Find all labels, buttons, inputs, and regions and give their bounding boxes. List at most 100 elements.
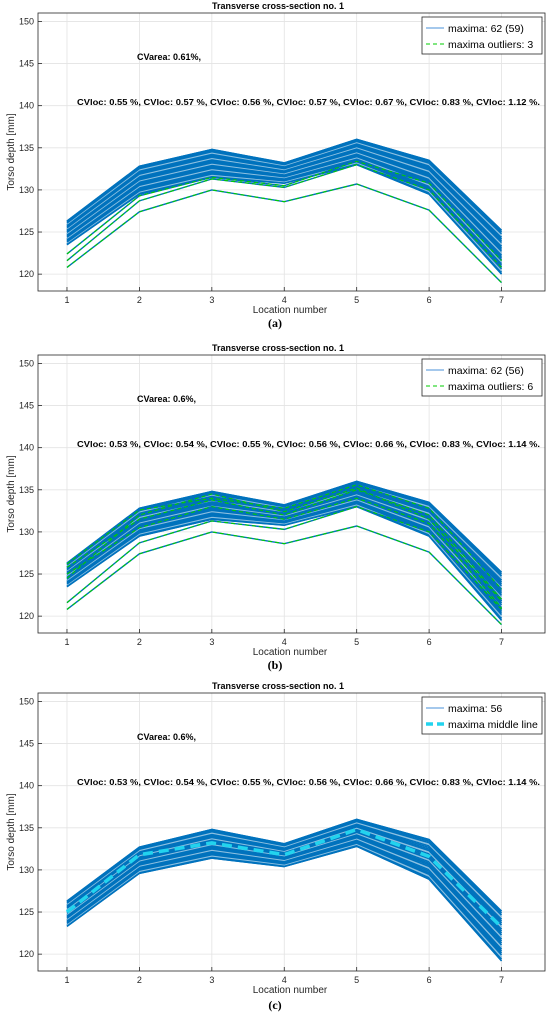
series-lines	[66, 138, 503, 284]
axes-box	[37, 12, 546, 292]
plot-area	[38, 693, 545, 971]
x-tick-label: 3	[209, 975, 214, 985]
axes-box	[37, 692, 546, 972]
maxima-line	[66, 833, 503, 940]
y-tick-label: 135	[19, 485, 34, 495]
maxima-line	[66, 139, 503, 233]
y-tick-label: 150	[19, 16, 34, 26]
maxima-line-lower	[66, 505, 503, 621]
x-tick-label: 6	[427, 637, 432, 647]
maxima-line	[66, 822, 503, 920]
maxima-line	[66, 504, 503, 619]
legend-box	[421, 16, 543, 55]
chart-title: Transverse cross-section no. 1	[212, 1, 344, 11]
maxima-line	[66, 503, 503, 618]
maxima-line	[66, 161, 503, 272]
maxima-line	[66, 140, 503, 235]
maxima-line	[66, 152, 503, 256]
legend: maxima: 62 (56) maxima outliers: 6	[421, 358, 543, 397]
maxima-line	[66, 835, 503, 944]
legend-entry-2: maxima outliers: 3	[448, 39, 533, 51]
legend-entry-2: maxima outliers: 6	[448, 381, 533, 393]
y-tick-label: 125	[19, 569, 34, 579]
x-tick-label: 7	[499, 975, 504, 985]
x-tick-label: 6	[427, 295, 432, 305]
maxima-line	[66, 143, 503, 240]
maxima-line	[66, 840, 503, 952]
y-axis-label: Torso depth [mm]	[6, 455, 17, 532]
maxima-line	[66, 842, 503, 956]
maxima-line	[66, 832, 503, 938]
cvarea-annotation: CVarea: 0.6%,	[137, 394, 196, 404]
x-tick-label: 3	[209, 295, 214, 305]
plot-area	[38, 355, 545, 633]
maxima-line	[66, 146, 503, 245]
middle-line	[65, 827, 503, 929]
maxima-line	[66, 142, 503, 238]
y-tick-label: 120	[19, 949, 34, 959]
plot-area	[38, 13, 545, 291]
chart-title: Transverse cross-section no. 1	[212, 343, 344, 353]
chart-b-svg: 1 2 3 4 5 6 7 120 125 130 135 140 145 150 Transverse c…	[6, 343, 546, 658]
maxima-line-lower	[66, 163, 503, 275]
maxima-line	[66, 491, 503, 595]
y-tick-label: 120	[19, 611, 34, 621]
maxima-line	[66, 844, 503, 960]
y-tick-label: 130	[19, 185, 34, 195]
maxima-line	[66, 841, 503, 954]
maxima-line	[66, 151, 503, 254]
y-axis-label: Torso depth [mm]	[6, 113, 17, 190]
maxima-line	[66, 839, 503, 950]
outlier-line	[66, 525, 502, 625]
x-tick-label: 1	[64, 637, 69, 647]
y-axis-label: Torso depth [mm]	[6, 793, 17, 870]
y-tick-label: 140	[19, 101, 34, 111]
x-tick-label: 5	[354, 975, 359, 985]
y-tick-label: 125	[19, 227, 34, 237]
ticks: 1 2 3 4 5 6 7 120 125 130 135 140 145 150	[19, 696, 504, 985]
panel-label-c: (c)	[268, 998, 282, 1012]
maxima-line	[66, 821, 503, 918]
maxima-line	[66, 154, 503, 259]
x-tick-label: 2	[137, 295, 142, 305]
maxima-line	[66, 500, 503, 612]
legend: maxima: 56 maxima middle line	[421, 696, 543, 735]
axes-box	[37, 354, 546, 634]
maxima-line	[66, 157, 503, 265]
cvloc-annotation: CVloc: 0.53 %, CVloc: 0.54 %, CVloc: 0.5…	[77, 439, 540, 449]
legend-entry-2: maxima middle line	[448, 719, 538, 731]
x-tick-label: 6	[427, 975, 432, 985]
x-tick-label: 2	[137, 975, 142, 985]
legend-entry-1: maxima: 62 (56)	[448, 365, 524, 377]
maxima-line	[66, 843, 503, 958]
x-tick-label: 1	[64, 295, 69, 305]
outlier-line	[66, 506, 502, 610]
y-tick-label: 140	[19, 443, 34, 453]
y-tick-label: 140	[19, 781, 34, 791]
cvloc-annotation: CVloc: 0.55 %, CVloc: 0.57 %, CVloc: 0.5…	[77, 97, 540, 107]
outlier-line	[66, 487, 502, 602]
maxima-line	[66, 819, 503, 914]
maxima-line	[66, 499, 503, 610]
chart-panel-c: 1 2 3 4 5 6 7 120 125 130 135 140 145 150 Transverse c…	[0, 680, 550, 1020]
chart-title: Transverse cross-section no. 1	[212, 681, 344, 691]
maxima-line	[66, 495, 503, 602]
cvloc-annotation: CVloc: 0.53 %, CVloc: 0.54 %, CVloc: 0.5…	[77, 777, 540, 787]
maxima-line-upper	[66, 818, 503, 912]
maxima-line	[66, 831, 503, 936]
outlier-line	[66, 489, 502, 600]
maxima-line	[66, 141, 503, 237]
legend-box	[421, 358, 543, 397]
x-tick-label: 5	[354, 295, 359, 305]
panel-label-b: (b)	[267, 658, 283, 672]
x-axis-label: Location number	[253, 305, 328, 316]
maxima-line	[66, 823, 503, 922]
x-axis-label: Location number	[253, 647, 328, 658]
maxima-line	[66, 147, 503, 247]
maxima-line	[66, 149, 503, 251]
maxima-line-upper	[66, 480, 503, 573]
maxima-line	[66, 820, 503, 916]
y-tick-label: 145	[19, 401, 34, 411]
outlier-line	[66, 497, 502, 609]
